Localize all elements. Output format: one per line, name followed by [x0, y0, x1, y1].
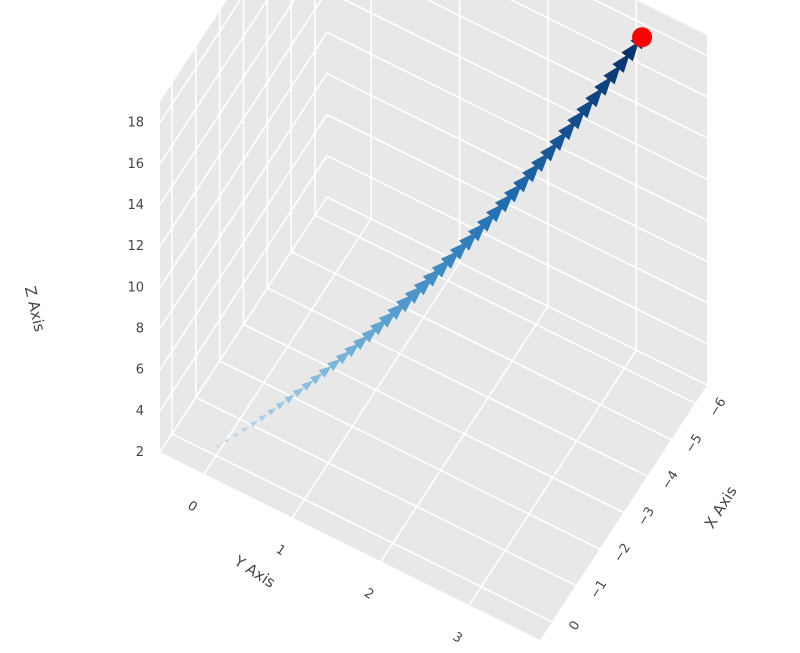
z-tick-label: 12 — [127, 239, 144, 254]
cone-30 — [477, 212, 496, 232]
cone-45 — [612, 53, 630, 73]
z-tick-label: 6 — [136, 363, 144, 378]
z-tick-label: 4 — [136, 404, 144, 419]
z-tick-label: 14 — [127, 198, 144, 213]
y-axis-title: Y Axis — [230, 551, 279, 591]
grid-line-z-wall-x — [426, 0, 708, 139]
x-tick-label: −5 — [683, 432, 706, 456]
y-tick-label: 0 — [185, 498, 200, 515]
grid-line-z-wall-x — [326, 196, 708, 386]
x-tick-label: −4 — [659, 468, 682, 492]
cone-43 — [594, 76, 613, 96]
z-axis-title: Z Axis — [21, 284, 49, 333]
x-tick-label: −6 — [707, 395, 730, 419]
cone-6 — [267, 407, 277, 416]
cone-36 — [531, 152, 550, 172]
grid-line-x-floor — [171, 433, 553, 623]
grid-line-x-floor — [195, 396, 577, 587]
grid-line-z-wall-x — [343, 0, 708, 180]
grid-line-x-floor — [243, 323, 624, 514]
cone-15 — [344, 343, 360, 358]
grid-line-z-wall-y — [159, 0, 323, 247]
cone-10 — [301, 380, 314, 391]
grid-line-z-wall-y — [159, 114, 328, 371]
grid-line-x-floor — [290, 250, 672, 441]
grid-line-z-wall-y — [159, 0, 269, 165]
y-tick-label: 3 — [450, 630, 465, 647]
z-tick-label: 8 — [136, 322, 144, 337]
z-tick-label: 18 — [127, 116, 144, 131]
cone-4 — [250, 420, 258, 427]
cone-2 — [232, 433, 239, 438]
cone-39 — [558, 120, 577, 141]
grid-line-z-wall-x — [592, 0, 708, 57]
z-tick-label: 16 — [127, 157, 144, 172]
grid-line-z-wall-x — [326, 31, 708, 222]
end-marker-point[interactable] — [632, 27, 653, 48]
grid-line-x-floor — [267, 287, 648, 477]
cone-5 — [258, 414, 267, 422]
cone-11 — [310, 373, 323, 385]
cone-40 — [567, 109, 586, 130]
cone-27 — [449, 240, 469, 260]
cone-29 — [467, 222, 487, 242]
grid-line-x-floor — [219, 360, 600, 550]
y-tick-label: 1 — [273, 542, 288, 559]
cone-44 — [603, 64, 621, 85]
cone-8 — [284, 394, 295, 404]
cone-46 — [621, 41, 639, 62]
cone-35 — [522, 162, 541, 183]
grid-line-y-floor — [468, 349, 637, 606]
z-tick-label: 2 — [136, 445, 144, 460]
z-tick-label: 10 — [127, 280, 144, 295]
cone-17 — [361, 327, 378, 343]
cone-32 — [495, 193, 514, 213]
cone-38 — [549, 131, 568, 151]
cone-16 — [353, 335, 369, 350]
cone-33 — [504, 183, 523, 203]
cone-28 — [458, 231, 478, 251]
cone-42 — [585, 87, 604, 108]
x-tick-label: −2 — [611, 541, 634, 565]
grid-line-z-wall-y — [159, 31, 328, 288]
grid-line-z-wall-y — [159, 0, 242, 124]
cone-14 — [335, 351, 351, 365]
grid-line-z-wall-y — [159, 0, 296, 206]
cone-9 — [292, 387, 304, 398]
y-tick-label: 2 — [361, 586, 376, 603]
cone-18 — [370, 319, 388, 336]
grid-line-z-wall-y — [159, 73, 328, 329]
cone-3 — [241, 426, 249, 433]
grid-line-y-floor — [291, 262, 461, 519]
grid-line-z-wall-y — [159, 155, 328, 412]
cone-12 — [318, 366, 332, 378]
cone-31 — [486, 202, 505, 223]
cone-34 — [513, 173, 532, 193]
grid-line-y-floor — [380, 305, 549, 562]
grid-line-z-wall-x — [326, 155, 708, 345]
cone-37 — [540, 141, 559, 162]
cone-19 — [378, 310, 397, 328]
x-axis-title: X Axis — [701, 483, 741, 532]
grid-line-z-wall-x — [326, 72, 708, 263]
grid-line-y-floor — [203, 218, 372, 475]
x-tick-label: −1 — [587, 577, 610, 601]
grid-line-z-wall-x — [326, 113, 708, 304]
cone-13 — [327, 358, 341, 371]
x-tick-label: −3 — [635, 505, 658, 529]
grid-line-x-floor — [314, 214, 696, 404]
cone-7 — [275, 401, 286, 410]
cone-0 — [215, 444, 221, 449]
cone-1 — [224, 438, 230, 444]
cone-41 — [576, 98, 595, 119]
x-tick-label: 0 — [566, 618, 583, 633]
grid-line-z-wall-x — [509, 0, 708, 98]
grid-line-z-wall-y — [159, 196, 328, 453]
